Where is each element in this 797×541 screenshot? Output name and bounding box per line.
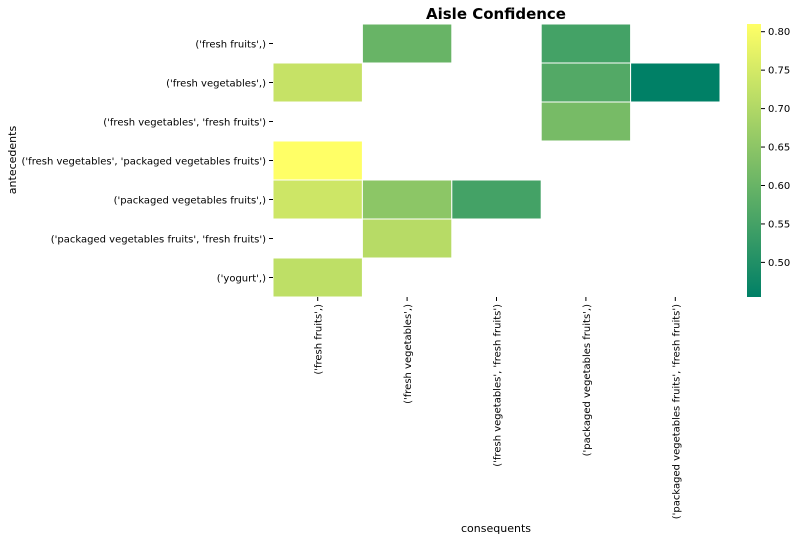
x-tick-labels: ('fresh fruits',) ('fresh vegetables',) ('… [314, 297, 682, 519]
heatmap-cell [361, 23, 453, 64]
x-tick-label: ('packaged vegetables fruits', 'fresh fr… [671, 304, 682, 519]
colorbar-tick-label: 0.55 [768, 219, 790, 230]
colorbar-tick-label: 0.50 [768, 258, 790, 269]
y-tick-label: ('yogurt',) [217, 274, 266, 285]
heatmap-cell [272, 179, 363, 220]
y-tick-labels: ('fresh fruits',) ('fresh vegetables',) ('… [22, 40, 273, 285]
x-tick-label: ('fresh vegetables',) [403, 304, 414, 404]
heatmap-cell [540, 101, 632, 142]
colorbar-tick-label: 0.65 [768, 143, 790, 154]
colorbar: 0.50 0.55 0.60 0.65 0.70 0.75 0.80 [747, 24, 790, 297]
heatmap-cell [540, 62, 632, 103]
chart-title: Aisle Confidence [426, 5, 566, 23]
heatmap-cell [361, 179, 453, 220]
colorbar-tick-label: 0.60 [768, 181, 790, 192]
heatmap-cells [272, 23, 721, 298]
x-tick-label: ('packaged vegetables fruits',) [582, 304, 593, 456]
y-tick-label: ('fresh vegetables',) [166, 79, 266, 90]
heatmap-cell [361, 218, 453, 259]
y-axis-label: antecedents [6, 126, 19, 195]
colorbar-tick-label: 0.70 [768, 104, 790, 115]
x-tick-label: ('fresh fruits',) [314, 304, 325, 375]
y-tick-label: ('fresh vegetables', 'fresh fruits') [103, 118, 266, 129]
heatmap-cell [630, 62, 721, 103]
colorbar-tick-label: 0.80 [768, 27, 790, 38]
y-tick-label: ('packaged vegetables fruits',) [114, 196, 266, 207]
colorbar-gradient [747, 24, 761, 297]
heatmap-cell [451, 179, 542, 220]
heatmap-cell [272, 62, 363, 103]
x-tick-label: ('fresh vegetables', 'fresh fruits') [493, 304, 504, 467]
heatmap-cell [272, 257, 363, 298]
y-tick-label: ('fresh fruits',) [195, 40, 266, 51]
heatmap-cell [540, 23, 632, 64]
y-tick-label: ('fresh vegetables', 'packaged vegetable… [22, 157, 267, 168]
y-tick-label: ('packaged vegetables fruits', 'fresh fr… [51, 235, 266, 246]
x-axis-label: consequents [461, 522, 531, 535]
heatmap-cell [272, 140, 363, 181]
colorbar-tick-label: 0.75 [768, 66, 790, 77]
